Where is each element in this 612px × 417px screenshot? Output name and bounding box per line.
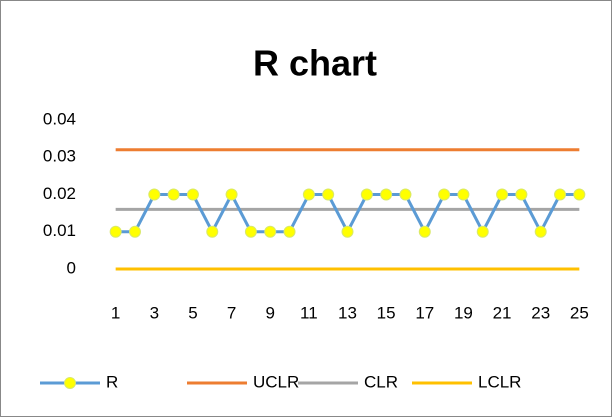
point-marker	[496, 188, 509, 201]
point-marker	[264, 225, 277, 238]
x-tick-label: 7	[227, 303, 236, 322]
point-marker	[206, 225, 219, 238]
point-marker	[554, 188, 567, 201]
x-tick-label: 25	[570, 303, 589, 322]
point-marker	[109, 225, 122, 238]
x-tick-label: 21	[493, 303, 512, 322]
x-tick-label: 3	[150, 303, 159, 322]
point-marker	[244, 225, 257, 238]
y-tick-label: 0.03	[43, 147, 76, 166]
point-marker	[225, 188, 238, 201]
x-tick-label: 13	[338, 303, 357, 322]
point-marker	[167, 188, 180, 201]
x-tick-label: 23	[531, 303, 550, 322]
x-tick-label: 5	[188, 303, 197, 322]
point-marker	[418, 225, 431, 238]
y-tick-label: 0.02	[43, 184, 76, 203]
x-tick-label: 11	[300, 303, 318, 322]
x-tick-label: 1	[111, 303, 120, 322]
legend-label: UCLR	[253, 372, 299, 391]
y-tick-label: 0.01	[43, 221, 76, 240]
x-tick-label: 19	[454, 303, 473, 322]
x-tick-label: 17	[415, 303, 434, 322]
point-marker	[360, 188, 373, 201]
point-marker	[283, 225, 296, 238]
y-tick-label: 0.04	[43, 109, 76, 128]
point-marker	[515, 188, 528, 201]
point-marker	[322, 188, 335, 201]
legend-label: R	[106, 372, 118, 391]
point-marker	[186, 188, 199, 201]
legend-marker	[64, 377, 76, 389]
x-tick-label: 15	[377, 303, 396, 322]
point-marker	[476, 225, 489, 238]
point-marker	[380, 188, 393, 201]
point-marker	[457, 188, 470, 201]
chart-title: R chart	[253, 43, 377, 84]
point-marker	[302, 188, 315, 201]
point-marker	[573, 188, 586, 201]
point-marker	[534, 225, 547, 238]
point-marker	[341, 225, 354, 238]
legend-label: LCLR	[478, 372, 521, 391]
point-marker	[438, 188, 451, 201]
point-marker	[128, 225, 141, 238]
x-tick-label: 9	[265, 303, 274, 322]
point-marker	[399, 188, 412, 201]
legend-label: CLR	[364, 372, 398, 391]
point-marker	[148, 188, 161, 201]
y-tick-label: 0	[67, 258, 76, 277]
